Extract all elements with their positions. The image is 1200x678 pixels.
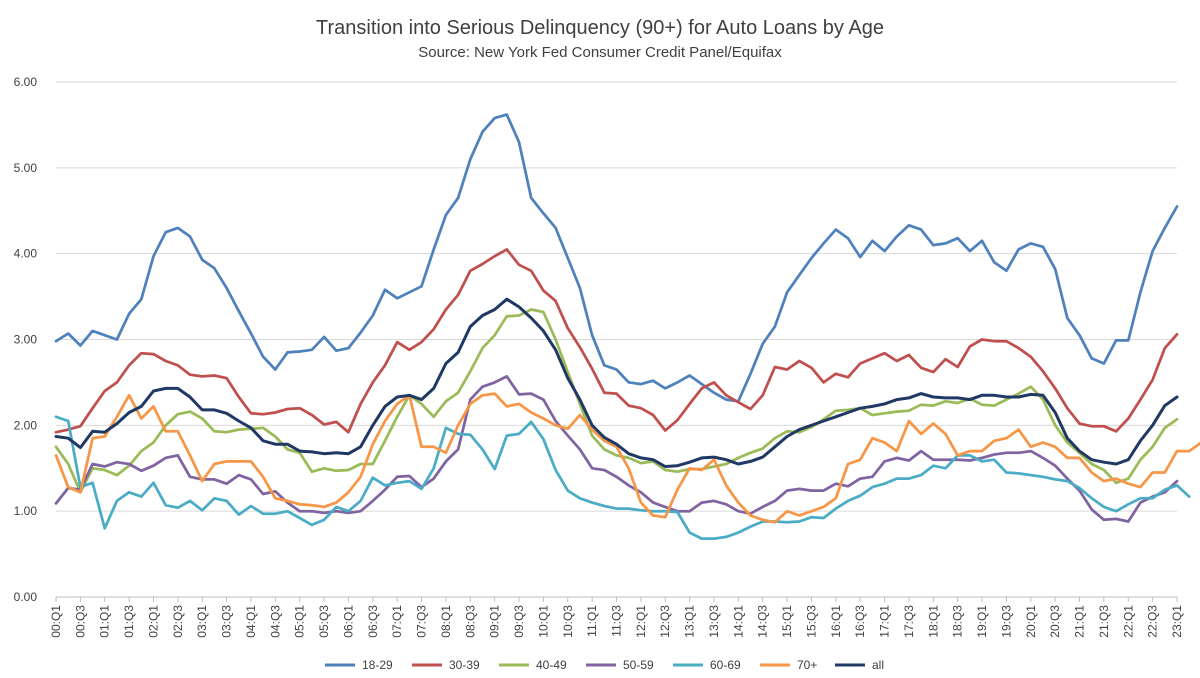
legend-label-30-39: 30-39	[449, 658, 480, 672]
x-tick-label: 22:Q1	[1121, 605, 1135, 638]
x-tick-label: 04:Q1	[244, 605, 258, 638]
x-tick-label: 17:Q1	[878, 605, 892, 638]
x-tick-label: 13:Q1	[683, 605, 697, 638]
x-tick-label: 09:Q1	[488, 605, 502, 638]
x-tick-label: 14:Q1	[731, 605, 745, 638]
series-line-18-29	[54, 113, 1179, 403]
x-tick-label: 05:Q3	[317, 605, 331, 638]
y-tick-label: 0.00	[14, 590, 38, 604]
x-tick-label: 05:Q1	[293, 605, 307, 638]
y-tick-label: 5.00	[14, 161, 38, 175]
x-tick-label: 21:Q1	[1073, 605, 1087, 638]
legend: 18-29 30-39 40-49 50-59 60-69 70+ all	[325, 658, 884, 672]
x-tick-label: 16:Q1	[829, 605, 843, 638]
series-line-all	[54, 297, 1179, 468]
x-tick-label: 21:Q3	[1097, 605, 1111, 638]
x-tick-label: 15:Q3	[804, 605, 818, 638]
x-tick-label: 08:Q1	[439, 605, 453, 638]
x-tick-label: 10:Q3	[561, 605, 575, 638]
chart-title: Transition into Serious Delinquency (90+…	[316, 17, 884, 39]
x-tick-label: 00:Q1	[49, 605, 63, 638]
x-tick-label: 11:Q3	[610, 605, 624, 637]
x-tick-label: 17:Q3	[902, 605, 916, 638]
x-tick-label: 19:Q1	[975, 605, 989, 638]
legend-label-70+: 70+	[797, 658, 817, 672]
x-tick-label: 10:Q1	[536, 605, 550, 638]
series-line-60-69	[54, 415, 1191, 540]
x-tick-label: 22:Q3	[1146, 605, 1160, 638]
x-tick-label: 18:Q1	[926, 605, 940, 638]
x-tick-label: 19:Q3	[999, 605, 1013, 638]
legend-label-40-49: 40-49	[536, 658, 567, 672]
x-tick-label: 01:Q1	[98, 605, 112, 638]
series-line-50-59	[54, 375, 1179, 523]
x-tick-label: 20:Q1	[1024, 605, 1038, 638]
series-line-30-39	[54, 248, 1179, 434]
y-tick-label: 2.00	[14, 418, 38, 432]
series-line-40-49	[54, 308, 1179, 494]
legend-label-60-69: 60-69	[710, 658, 741, 672]
x-tick-label: 13:Q3	[707, 605, 721, 638]
x-tick-label: 12:Q3	[658, 605, 672, 638]
x-tick-label: 08:Q3	[463, 605, 477, 638]
x-tick-label: 16:Q3	[853, 605, 867, 638]
x-tick-label: 18:Q3	[951, 605, 965, 638]
x-tick-label: 07:Q1	[390, 605, 404, 638]
x-tick-label: 12:Q1	[634, 605, 648, 638]
legend-label-18-29: 18-29	[362, 658, 393, 672]
chart-subtitle: Source: New York Fed Consumer Credit Pan…	[418, 44, 782, 61]
x-tick-label: 04:Q3	[268, 605, 282, 638]
x-tick-label: 06:Q1	[341, 605, 355, 638]
y-tick-label: 1.00	[14, 504, 38, 518]
x-tick-label: 07:Q3	[415, 605, 429, 638]
y-tick-label: 6.00	[14, 75, 38, 89]
x-tick-label: 23:Q1	[1170, 605, 1184, 638]
x-tick-label: 03:Q1	[195, 605, 209, 638]
series-lines	[54, 113, 1200, 540]
y-tick-label: 3.00	[14, 333, 38, 347]
x-tick-label: 03:Q3	[220, 605, 234, 638]
x-tick-label: 06:Q3	[366, 605, 380, 638]
legend-label-50-59: 50-59	[623, 658, 654, 672]
series-line-70+	[54, 392, 1200, 524]
x-axis: 00:Q1 00:Q3 01:Q1 01:Q3 02:Q1 02:Q3 03:Q1 03:Q3…	[49, 597, 1184, 638]
y-axis: 0.00 1.00 2.00 3.00 4.00 5.00 6.00	[14, 75, 38, 604]
x-tick-label: 20:Q3	[1048, 605, 1062, 638]
x-tick-label: 00:Q3	[73, 605, 87, 638]
x-tick-label: 15:Q1	[780, 605, 794, 638]
x-tick-label: 01:Q3	[122, 605, 136, 638]
x-tick-label: 09:Q3	[512, 605, 526, 638]
y-tick-label: 4.00	[14, 247, 38, 261]
x-tick-label: 11:Q1	[585, 605, 599, 637]
x-tick-label: 02:Q1	[146, 605, 160, 638]
x-tick-label: 02:Q3	[171, 605, 185, 638]
x-tick-label: 14:Q3	[756, 605, 770, 638]
legend-label-all: all	[872, 658, 884, 672]
